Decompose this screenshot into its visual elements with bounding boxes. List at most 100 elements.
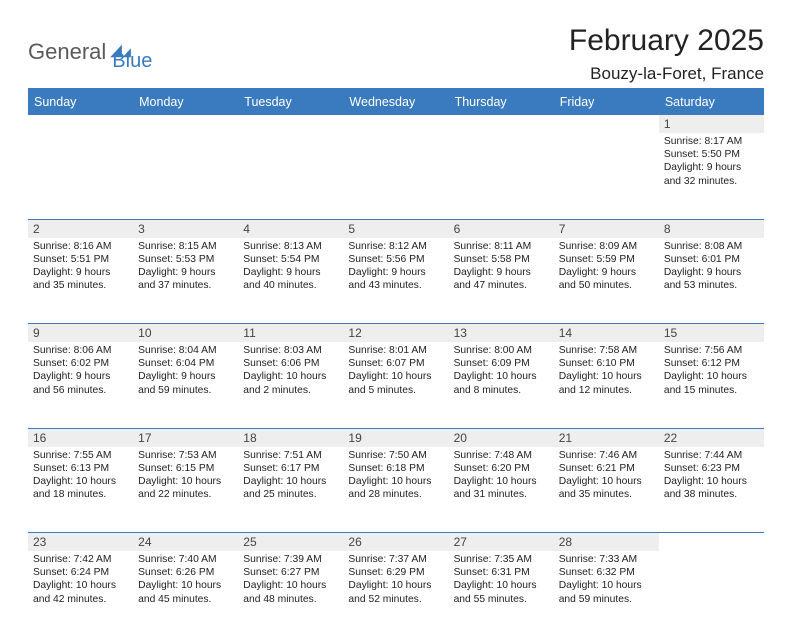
day-number: 19 — [343, 429, 448, 447]
detail-line: Sunrise: 7:33 AM — [559, 553, 655, 566]
daynum-cell: 28 — [554, 533, 659, 552]
day-cell: Sunrise: 8:09 AMSunset: 5:59 PMDaylight:… — [554, 238, 659, 324]
day-cell — [554, 133, 659, 219]
detail-line: Sunset: 6:01 PM — [664, 253, 760, 266]
day-number — [343, 115, 448, 119]
day-cell: Sunrise: 8:13 AMSunset: 5:54 PMDaylight:… — [238, 238, 343, 324]
day-details: Sunrise: 7:44 AMSunset: 6:23 PMDaylight:… — [659, 447, 764, 506]
detail-line: Sunset: 6:23 PM — [664, 462, 760, 475]
day-cell: Sunrise: 7:44 AMSunset: 6:23 PMDaylight:… — [659, 447, 764, 533]
detail-line: Daylight: 10 hours and 48 minutes. — [243, 579, 339, 605]
daynum-cell — [554, 115, 659, 134]
daynum-cell: 26 — [343, 533, 448, 552]
day-number: 13 — [449, 324, 554, 342]
day-details: Sunrise: 8:12 AMSunset: 5:56 PMDaylight:… — [343, 238, 448, 297]
detail-line: Daylight: 10 hours and 22 minutes. — [138, 475, 234, 501]
detail-line: Sunset: 6:10 PM — [559, 357, 655, 370]
daynum-row: 1 — [28, 115, 764, 134]
daynum-cell: 23 — [28, 533, 133, 552]
detail-line: Sunrise: 7:58 AM — [559, 344, 655, 357]
day-cell: Sunrise: 8:06 AMSunset: 6:02 PMDaylight:… — [28, 342, 133, 428]
brand-part2: Blue — [112, 30, 152, 73]
week-row: Sunrise: 8:06 AMSunset: 6:02 PMDaylight:… — [28, 342, 764, 428]
detail-line: Sunrise: 8:01 AM — [348, 344, 444, 357]
day-cell: Sunrise: 8:00 AMSunset: 6:09 PMDaylight:… — [449, 342, 554, 428]
daynum-cell: 12 — [343, 324, 448, 343]
detail-line: Daylight: 10 hours and 25 minutes. — [243, 475, 339, 501]
detail-line: Sunrise: 7:42 AM — [33, 553, 129, 566]
detail-line: Sunrise: 8:04 AM — [138, 344, 234, 357]
daynum-cell: 24 — [133, 533, 238, 552]
detail-line: Sunrise: 7:51 AM — [243, 449, 339, 462]
daynum-cell: 22 — [659, 428, 764, 447]
detail-line: Daylight: 10 hours and 12 minutes. — [559, 370, 655, 396]
daynum-cell: 7 — [554, 219, 659, 238]
detail-line: Daylight: 9 hours and 32 minutes. — [664, 161, 760, 187]
day-number: 20 — [449, 429, 554, 447]
day-cell — [133, 133, 238, 219]
detail-line: Sunset: 6:27 PM — [243, 566, 339, 579]
daynum-cell: 16 — [28, 428, 133, 447]
day-details: Sunrise: 7:33 AMSunset: 6:32 PMDaylight:… — [554, 551, 659, 610]
day-details: Sunrise: 7:50 AMSunset: 6:18 PMDaylight:… — [343, 447, 448, 506]
day-cell: Sunrise: 7:42 AMSunset: 6:24 PMDaylight:… — [28, 551, 133, 637]
day-number: 28 — [554, 533, 659, 551]
day-number: 16 — [28, 429, 133, 447]
detail-line: Sunrise: 8:16 AM — [33, 240, 129, 253]
detail-line: Sunset: 6:29 PM — [348, 566, 444, 579]
day-cell: Sunrise: 8:11 AMSunset: 5:58 PMDaylight:… — [449, 238, 554, 324]
day-number: 22 — [659, 429, 764, 447]
day-cell: Sunrise: 7:37 AMSunset: 6:29 PMDaylight:… — [343, 551, 448, 637]
detail-line: Sunrise: 7:53 AM — [138, 449, 234, 462]
day-number: 15 — [659, 324, 764, 342]
detail-line: Sunset: 6:31 PM — [454, 566, 550, 579]
day-number: 14 — [554, 324, 659, 342]
day-cell: Sunrise: 8:17 AMSunset: 5:50 PMDaylight:… — [659, 133, 764, 219]
day-cell: Sunrise: 7:58 AMSunset: 6:10 PMDaylight:… — [554, 342, 659, 428]
weekday-header: Wednesday — [343, 90, 448, 115]
day-details: Sunrise: 8:09 AMSunset: 5:59 PMDaylight:… — [554, 238, 659, 297]
weekday-header: Tuesday — [238, 90, 343, 115]
detail-line: Daylight: 9 hours and 43 minutes. — [348, 266, 444, 292]
week-row: Sunrise: 7:42 AMSunset: 6:24 PMDaylight:… — [28, 551, 764, 637]
detail-line: Sunset: 6:07 PM — [348, 357, 444, 370]
detail-line: Daylight: 9 hours and 50 minutes. — [559, 266, 655, 292]
detail-line: Sunrise: 7:55 AM — [33, 449, 129, 462]
day-details — [554, 133, 659, 139]
calendar-body: 1Sunrise: 8:17 AMSunset: 5:50 PMDaylight… — [28, 115, 764, 637]
day-details: Sunrise: 7:51 AMSunset: 6:17 PMDaylight:… — [238, 447, 343, 506]
day-number: 10 — [133, 324, 238, 342]
day-details: Sunrise: 8:15 AMSunset: 5:53 PMDaylight:… — [133, 238, 238, 297]
detail-line: Sunrise: 7:44 AM — [664, 449, 760, 462]
day-number: 6 — [449, 220, 554, 238]
day-details: Sunrise: 8:00 AMSunset: 6:09 PMDaylight:… — [449, 342, 554, 401]
day-cell: Sunrise: 8:12 AMSunset: 5:56 PMDaylight:… — [343, 238, 448, 324]
day-cell: Sunrise: 7:39 AMSunset: 6:27 PMDaylight:… — [238, 551, 343, 637]
daynum-cell — [238, 115, 343, 134]
daynum-cell: 9 — [28, 324, 133, 343]
day-cell: Sunrise: 7:55 AMSunset: 6:13 PMDaylight:… — [28, 447, 133, 533]
daynum-cell: 15 — [659, 324, 764, 343]
detail-line: Daylight: 10 hours and 2 minutes. — [243, 370, 339, 396]
detail-line: Sunset: 5:53 PM — [138, 253, 234, 266]
daynum-cell: 6 — [449, 219, 554, 238]
detail-line: Daylight: 10 hours and 55 minutes. — [454, 579, 550, 605]
detail-line: Daylight: 10 hours and 59 minutes. — [559, 579, 655, 605]
day-details: Sunrise: 7:55 AMSunset: 6:13 PMDaylight:… — [28, 447, 133, 506]
day-cell: Sunrise: 7:33 AMSunset: 6:32 PMDaylight:… — [554, 551, 659, 637]
detail-line: Sunrise: 7:35 AM — [454, 553, 550, 566]
day-cell: Sunrise: 7:56 AMSunset: 6:12 PMDaylight:… — [659, 342, 764, 428]
detail-line: Sunset: 5:51 PM — [33, 253, 129, 266]
day-details: Sunrise: 7:46 AMSunset: 6:21 PMDaylight:… — [554, 447, 659, 506]
day-number — [659, 533, 764, 537]
day-details: Sunrise: 8:13 AMSunset: 5:54 PMDaylight:… — [238, 238, 343, 297]
detail-line: Sunset: 6:15 PM — [138, 462, 234, 475]
detail-line: Daylight: 10 hours and 8 minutes. — [454, 370, 550, 396]
week-row: Sunrise: 8:16 AMSunset: 5:51 PM Daylight:… — [28, 238, 764, 324]
daynum-row: 2345678 — [28, 219, 764, 238]
daynum-cell: 1 — [659, 115, 764, 134]
day-cell — [238, 133, 343, 219]
detail-line: Daylight: 9 hours and 59 minutes. — [138, 370, 234, 396]
day-number — [449, 115, 554, 119]
daynum-cell — [659, 533, 764, 552]
